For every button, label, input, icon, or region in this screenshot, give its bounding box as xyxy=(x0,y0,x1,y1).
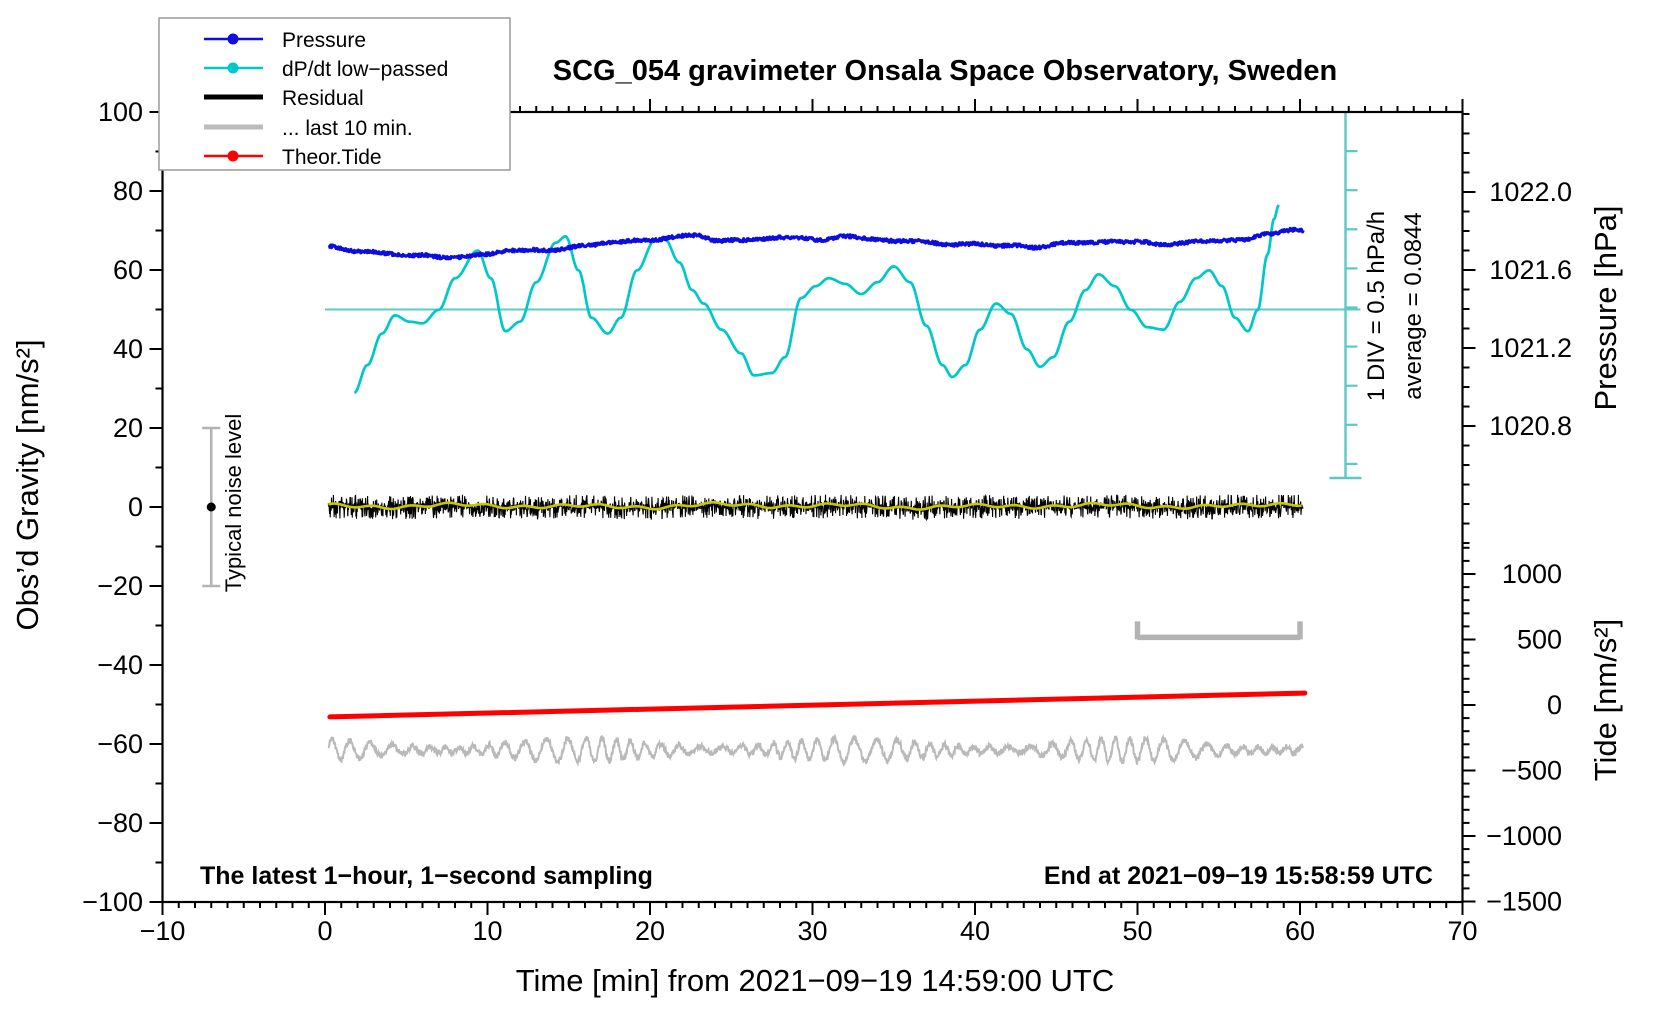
legend-swatch-dot xyxy=(227,150,239,162)
gravity-tick-label: 100 xyxy=(98,97,143,127)
frame-layer: −10 0 10 20 30 40 50 60 70−100−80−60−40−20020406… xyxy=(82,97,1572,946)
legend-item-label: Residual xyxy=(282,87,364,110)
sampling-note: The latest 1−hour, 1−second sampling xyxy=(200,862,653,890)
tide-axis-title: Tide [nm/s²] xyxy=(1588,619,1623,782)
div-scale-annotation: 1 DIV = 0.5 hPa/h xyxy=(1363,211,1390,401)
gravity-tick-label: −60 xyxy=(97,729,143,759)
legend-item-label: Theor.Tide xyxy=(282,146,382,169)
x-tick-label: 30 xyxy=(797,916,827,946)
pressure-tick-label: 1021.6 xyxy=(1489,255,1572,285)
pressure-tick-label: 1021.2 xyxy=(1489,333,1572,363)
tide-tick-label: 500 xyxy=(1517,625,1562,655)
x-tick-label: 50 xyxy=(1122,916,1152,946)
pressure-tick-label: 1020.8 xyxy=(1489,411,1572,441)
last-10-min-series xyxy=(327,733,1304,767)
gravity-tick-label: 0 xyxy=(128,492,143,522)
pressure-series xyxy=(327,226,1305,261)
residual-lowpass-series xyxy=(328,500,1302,511)
legend-swatch-dot xyxy=(227,33,239,45)
x-axis-title: Time [min] from 2021−09−19 14:59:00 UTC xyxy=(516,963,1115,998)
noise-level-annotation: Typical noise level xyxy=(221,414,246,593)
chart-title: SCG_054 gravimeter Onsala Space Observat… xyxy=(553,55,1337,87)
x-tick-label: 60 xyxy=(1285,916,1315,946)
x-tick-label: −10 xyxy=(140,916,186,946)
legend-item-label: Pressure xyxy=(282,29,366,52)
end-time-note: End at 2021−09−19 15:58:59 UTC xyxy=(1044,862,1433,890)
gravity-axis-title: Obs’d Gravity [nm/s²] xyxy=(10,339,45,630)
gravity-tick-label: −80 xyxy=(97,808,143,838)
gravity-tick-label: −40 xyxy=(97,650,143,680)
pressure-axis-title: Pressure [hPa] xyxy=(1588,205,1623,410)
legend-box xyxy=(158,17,511,171)
noise-bar-dot xyxy=(206,502,216,512)
legend: Pressure dP/dt low−passed Residual ... last… xyxy=(158,17,511,171)
dpdt-series xyxy=(353,204,1280,395)
tide-tick-label: −1000 xyxy=(1486,821,1562,851)
tide-tick-label: 1000 xyxy=(1502,559,1562,589)
gravity-tick-label: 80 xyxy=(113,176,143,206)
tide-tick-label: −1500 xyxy=(1486,887,1562,917)
x-tick-label: 0 xyxy=(317,916,332,946)
x-tick-label: 40 xyxy=(960,916,990,946)
gravity-tick-label: −20 xyxy=(97,571,143,601)
x-tick-label: 10 xyxy=(472,916,502,946)
series-layer xyxy=(202,112,1362,767)
x-tick-label: 70 xyxy=(1447,916,1477,946)
gravity-tick-label: 60 xyxy=(113,255,143,285)
legend-swatch-dot xyxy=(227,62,239,74)
pressure-tick-label: 1022.0 xyxy=(1489,177,1572,207)
tide-tick-label: 0 xyxy=(1547,690,1562,720)
gravity-tick-label: 40 xyxy=(113,334,143,364)
legend-item-label: ... last 10 min. xyxy=(282,117,413,140)
gravity-tick-label: 20 xyxy=(113,413,143,443)
legend-item-label: dP/dt low−passed xyxy=(282,58,448,81)
gravity-tick-label: −100 xyxy=(82,887,143,917)
average-annotation: average = 0.0844 xyxy=(1400,212,1427,400)
residual-series xyxy=(327,493,1304,522)
x-tick-label: 20 xyxy=(635,916,665,946)
tide-tick-label: −500 xyxy=(1501,756,1562,786)
theor-tide-series xyxy=(327,690,1308,720)
